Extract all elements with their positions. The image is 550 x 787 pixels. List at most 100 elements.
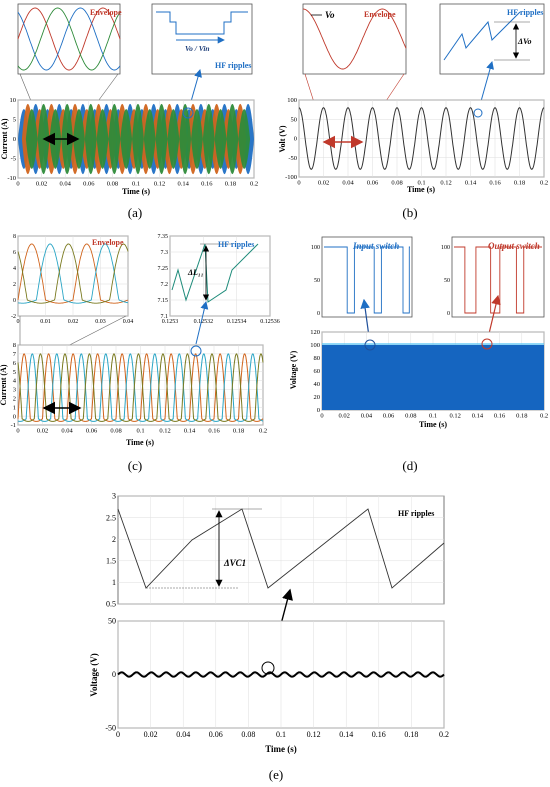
series-c-line <box>17 353 264 422</box>
inset-b-ripples-trace <box>443 11 521 61</box>
inset-e-ripples-annotation: ΔVC1 <box>223 558 246 568</box>
x-tick-label: 0.08 <box>391 180 402 187</box>
series-a-lobe <box>143 109 156 169</box>
y-tick-label: 100 <box>287 97 297 104</box>
x-tick-label: 0.08 <box>110 428 121 435</box>
x-tick-label: 0.16 <box>372 730 386 739</box>
y-tick-label: 80 <box>314 355 321 362</box>
inset-a-envelope <box>17 3 121 75</box>
inset-a-ripples-trace <box>156 11 248 35</box>
x-ticks-a: 0 0.02 0.04 0.06 0.08 0.1 0.12 0.14 0.16 0.18 0.2 <box>16 181 258 188</box>
x-tick-label: 0.14 <box>465 180 477 187</box>
x-label-c: Time (s) <box>126 438 154 447</box>
inset-y-tick-label: 0 <box>317 311 320 317</box>
inset-d-input-switch-trace <box>324 246 410 314</box>
y-tick-label: 3 <box>13 387 16 394</box>
y-tick-label: 2 <box>112 535 116 544</box>
y-tick-label: -100 <box>285 174 297 181</box>
inset-c-ripples-label: HF ripples <box>218 240 254 249</box>
x-label-e: Time (s) <box>265 744 297 754</box>
y-tick-label: 2.5 <box>106 513 116 522</box>
x-tick-label: 0.2 <box>250 181 258 188</box>
inset-d-output-switch-label: Output switch <box>488 241 540 251</box>
x-tick-label: 0.16 <box>494 413 506 420</box>
x-ticks-b: 0 0.02 0.04 0.06 0.08 0.1 0.12 0.14 0.16 0.18 0.2 <box>297 180 548 187</box>
y-tick-label: 7.2 <box>161 282 169 288</box>
x-tick-label: 0.12536 <box>260 319 280 325</box>
panel-d: 100 50 0 Input switch 100 50 0 Output switch… <box>289 236 548 429</box>
y-label-e: Voltage (V) <box>89 653 99 696</box>
x-tick-label: 0.08 <box>107 181 118 188</box>
x-tick-label: 0.06 <box>367 180 379 187</box>
x-tick-label: 0.04 <box>176 730 190 739</box>
y-tick-label: -2 <box>11 314 16 320</box>
inset-b-envelope-label: Envelope <box>364 10 396 19</box>
x-tick-label: 0.1 <box>429 413 437 420</box>
x-tick-label: 0.1 <box>132 181 140 188</box>
x-tick-label: 0.14 <box>339 730 353 739</box>
y-tick-label: 2 <box>13 396 16 403</box>
x-ticks-d: 0 0.02 0.04 0.06 0.08 0.1 0.12 0.14 0.16 0.18 0.2 <box>320 413 548 420</box>
panel-e: ΔVC1 HF ripples 3 2.5 2 1.5 1 0.5 0 0.02 0.04 0.… <box>89 492 449 754</box>
y-tick-label: 40 <box>314 381 321 388</box>
inset-b-vo-label: Vo <box>325 10 335 20</box>
x-tick-label: 0.18 <box>516 413 527 420</box>
inset-y-tick-label: 100 <box>441 245 450 251</box>
y-tick-label: 7.35 <box>158 234 169 240</box>
y-tick-label: 0.5 <box>106 600 116 609</box>
series-c <box>17 353 264 422</box>
series-a-lobe <box>25 109 38 169</box>
y-tick-label: 7.25 <box>158 266 169 272</box>
y-tick-label: 8 <box>13 234 16 240</box>
zoom-circle-b <box>473 108 483 118</box>
y-tick-label: 6 <box>13 250 16 256</box>
series-a-lobe <box>84 103 97 175</box>
inset-c-ripples-annotation: ΔL₁₁ <box>187 268 203 277</box>
x-tick-label: 0.16 <box>201 181 213 188</box>
inset-c-envelope-line <box>17 243 129 304</box>
y-tick-label: 0 <box>13 413 16 420</box>
x-tick-label: 0 <box>116 730 120 739</box>
y-tick-label: 0 <box>294 136 297 143</box>
inset-a-ripples-annotation: Vo / Vin <box>185 44 210 53</box>
y-tick-label: -5 <box>11 156 16 163</box>
y-tick-label: -50 <box>288 155 297 162</box>
y-tick-label: -10 <box>7 175 16 182</box>
y-tick-label: 50 <box>108 617 116 626</box>
inset-a-envelope-series-1 <box>17 7 121 71</box>
x-label-d: Time (s) <box>419 420 447 429</box>
inset-y-tick-label: 50 <box>314 278 320 284</box>
x-tick-label: 0 <box>320 413 323 420</box>
y-label-c: Current (A) <box>0 364 8 405</box>
y-tick-label: 5 <box>13 369 16 376</box>
caption-c: (c) <box>128 458 142 473</box>
series-a-lobe <box>226 103 239 175</box>
inset-d-output-switch-y-ticks: 100 50 0 <box>441 245 450 317</box>
y-tick-label: 100 <box>310 342 320 349</box>
x-tick-label: 0.02 <box>318 180 329 187</box>
x-tick-label: 0.02 <box>339 413 350 420</box>
x-tick-label: 0.2 <box>540 413 548 420</box>
y-tick-label: 7.3 <box>161 250 169 256</box>
inset-c-ripples-grid <box>169 235 271 317</box>
zoom-circle-d-2 <box>481 338 493 350</box>
y-label-b: Volt (V) <box>278 125 287 152</box>
series-a-lobe <box>155 103 168 175</box>
x-tick-label: 0 <box>16 428 19 435</box>
y-tick-label: 4 <box>13 266 16 272</box>
series-d <box>322 343 544 410</box>
x-tick-label: 0.12 <box>159 428 170 435</box>
x-tick-label: 0.2 <box>259 428 267 435</box>
series-a-lobe <box>132 103 144 175</box>
zoom-circle-e <box>261 661 275 675</box>
inset-b-ripples-label: HF ripples <box>507 8 543 17</box>
series-b-line <box>298 107 545 170</box>
x-tick-label: 0.06 <box>383 413 395 420</box>
caption-a: (a) <box>128 205 142 220</box>
x-tick-label: 0.06 <box>83 181 95 188</box>
series-b <box>298 107 545 170</box>
inset-y-tick-label: 50 <box>444 278 450 284</box>
series-a-lobe <box>108 103 121 175</box>
inset-d-output-switch-trace <box>454 246 542 314</box>
